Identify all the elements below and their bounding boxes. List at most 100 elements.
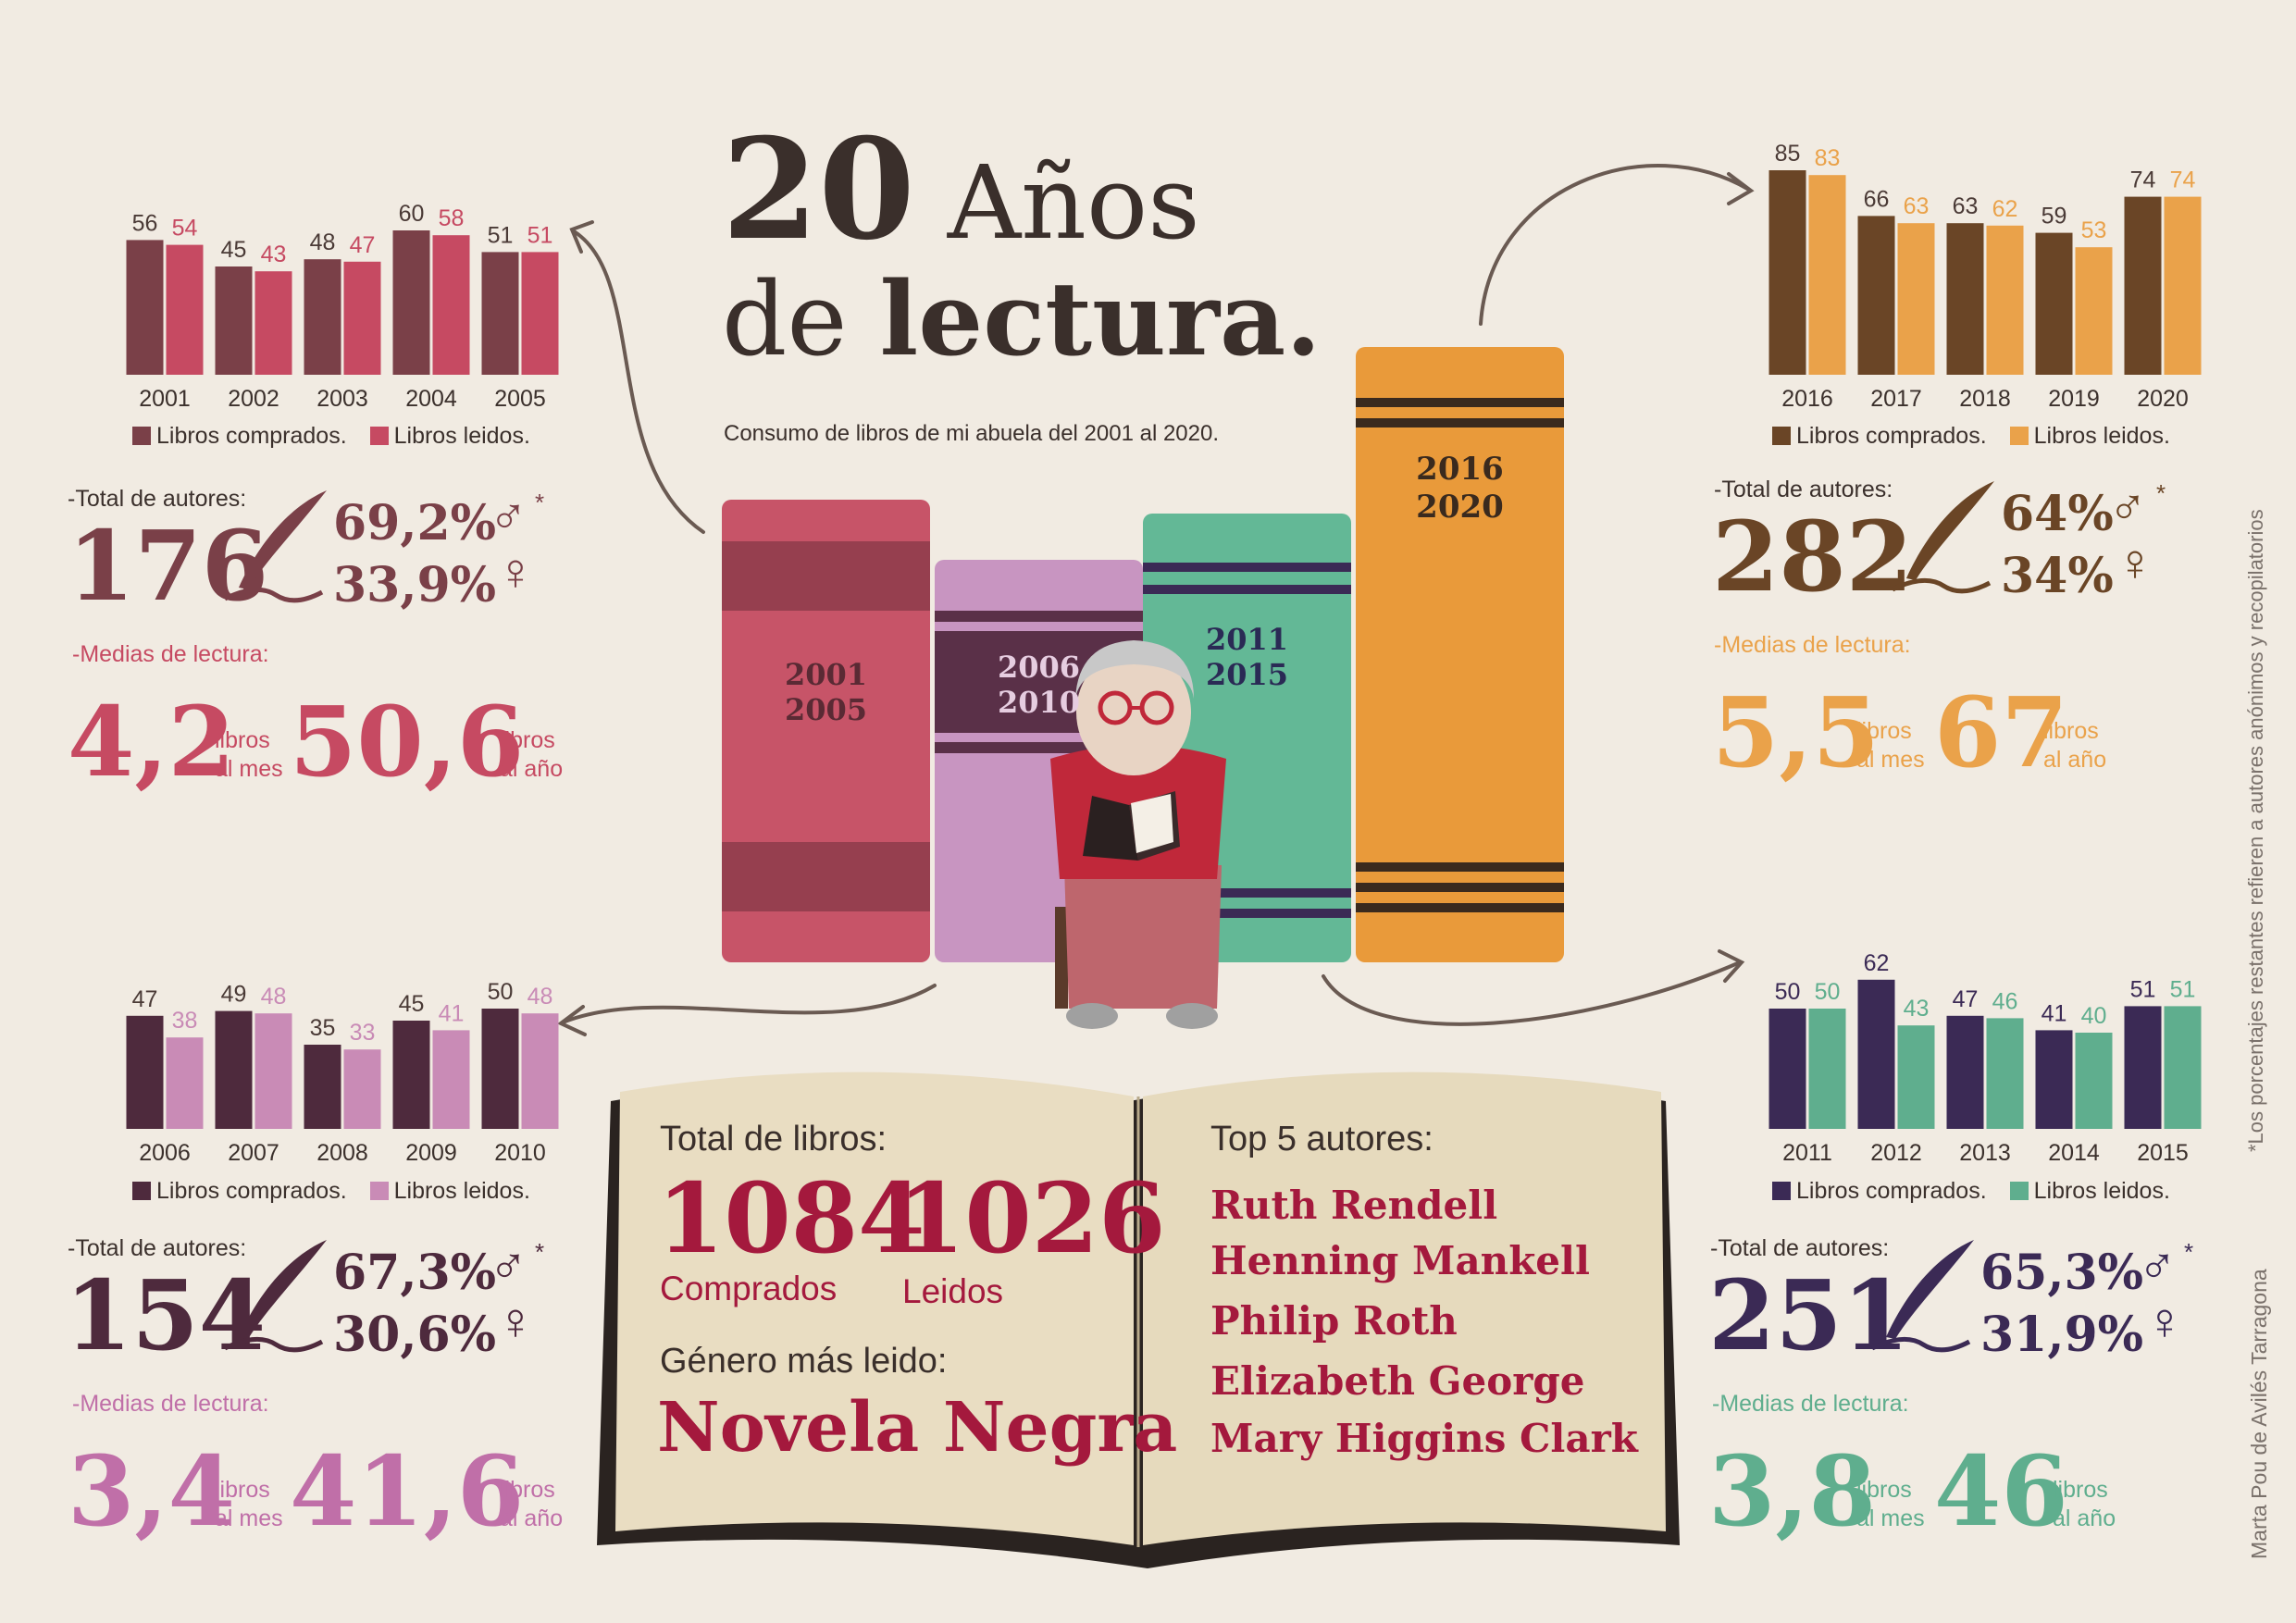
bar-2006-read [166, 1037, 204, 1129]
data-label-2005-bought: 51 [488, 222, 514, 248]
bar-2009-bought [392, 1021, 430, 1129]
bar-2019-read [2075, 247, 2113, 375]
title-word-anos: Años [914, 143, 1200, 262]
legend-2011-2015: Libros comprados. Libros leidos. [1772, 1178, 2187, 1205]
authors-label: -Total de autores: [68, 1235, 247, 1261]
avg-per-year: 50,6 [290, 685, 525, 799]
x-tick-2006: 2006 [139, 1140, 191, 1166]
data-label-2009-bought: 45 [399, 991, 425, 1017]
data-label-2014-read: 40 [2081, 1003, 2107, 1029]
unit-per-year: libros al año [500, 727, 564, 783]
book-spines-illustration [722, 347, 1564, 1029]
bar-2013-bought [1946, 1015, 1984, 1129]
x-tick-2002: 2002 [228, 386, 279, 412]
legend-swatch-read [369, 427, 389, 445]
bar-2010-bought [481, 1009, 519, 1129]
arrow-to-2016-chart [1479, 164, 1751, 326]
avg-label: -Medias de lectura: [72, 641, 269, 667]
legend-swatch-read [2009, 1182, 2029, 1200]
bar-2003-bought [304, 259, 341, 375]
male-symbol-icon: ♂ [2108, 477, 2147, 536]
bar-2015-bought [2124, 1006, 2162, 1129]
bar-chart-2016-2020: 85 83 2016 66 63 2017 63 62 2018 59 53 2019 74 74 2020 [1769, 141, 2202, 412]
genre-label: Género más leido: [660, 1342, 948, 1381]
data-label-2004-read: 58 [439, 205, 465, 231]
data-label-2015-read: 51 [2170, 976, 2196, 1002]
quill-icon [223, 1240, 327, 1353]
bar-2001-read [166, 244, 204, 375]
legend-swatch-bought [132, 1182, 151, 1200]
female-percent: 30,6% [333, 1307, 497, 1363]
arrow-to-2001-chart [572, 229, 705, 534]
bar-2018-bought [1946, 223, 1984, 375]
female-symbol-icon: ♀ [2145, 1292, 2184, 1350]
data-label-2005-read: 51 [527, 222, 553, 248]
authors-label: -Total de autores: [1710, 1235, 1890, 1261]
legend-label-read: Libros leidos. [2033, 1178, 2170, 1204]
bar-2010-read [521, 1013, 559, 1129]
x-tick-2011: 2011 [1782, 1140, 1832, 1166]
x-tick-2010: 2010 [494, 1140, 546, 1166]
authors-label: -Total de autores: [68, 486, 247, 512]
quill-icon [223, 490, 327, 603]
male-percent: 67,3% [333, 1245, 497, 1301]
female-symbol-icon: ♀ [2116, 533, 2154, 591]
data-label-2010-read: 48 [527, 984, 553, 1010]
top-author-2: Henning Mankell [1210, 1238, 1590, 1283]
legend-swatch-bought [1772, 427, 1791, 445]
title-number: 20 [722, 108, 915, 271]
unit-per-month: libros al mes [215, 727, 283, 783]
data-label-2018-bought: 63 [1953, 193, 1979, 219]
legend-label-bought: Libros comprados. [1796, 1178, 1987, 1204]
bar-2007-bought [215, 1010, 253, 1129]
top-genre: Novela Negra [657, 1388, 1178, 1468]
authors-total: 154 [65, 1258, 267, 1372]
bar-chart-2011-2015: 50 50 2011 62 43 2012 47 46 2013 41 40 2014 51 51 2015 [1769, 950, 2202, 1166]
male-symbol-icon: ♂ [489, 1236, 527, 1295]
authors-total: 176 [68, 509, 269, 623]
legend-2001-2005: Libros comprados. Libros leidos. [132, 423, 547, 450]
male-percent: 69,2% [333, 495, 497, 551]
avg-label: -Medias de lectura: [72, 1391, 269, 1417]
x-tick-2014: 2014 [2048, 1140, 2100, 1166]
authors-label: -Total de autores: [1714, 477, 1893, 502]
footnote-star: * [535, 1238, 545, 1266]
data-label-2007-read: 48 [261, 984, 287, 1010]
data-label-2008-bought: 35 [310, 1015, 336, 1041]
data-label-2001-bought: 56 [132, 210, 158, 236]
spine-label-2016-2020: 2016 2020 [1416, 451, 1504, 526]
x-tick-2008: 2008 [316, 1140, 368, 1166]
bar-2009-read [432, 1030, 470, 1129]
x-tick-2016: 2016 [1781, 386, 1833, 412]
data-label-2002-bought: 45 [221, 237, 247, 263]
x-tick-2017: 2017 [1870, 386, 1922, 412]
bar-2001-bought [126, 240, 164, 375]
data-label-2017-bought: 66 [1864, 186, 1890, 212]
male-percent: 65,3% [1980, 1245, 2144, 1301]
total-bought-label: Comprados [660, 1270, 838, 1307]
avg-label: -Medias de lectura: [1714, 632, 1911, 658]
title-word-de: de [722, 260, 880, 378]
bar-2006-bought [126, 1015, 164, 1129]
footnote-text: *Los porcentajes restantes refieren a au… [2244, 509, 2267, 1152]
quill-icon [1891, 481, 1994, 594]
bar-2005-bought [481, 252, 519, 375]
top-authors-label: Top 5 autores: [1210, 1120, 1433, 1158]
unit-per-year: libros al año [500, 1477, 564, 1532]
unit-per-month: libros al mes [1856, 1477, 1925, 1532]
data-label-2006-bought: 47 [132, 986, 158, 1012]
grandma-reading-illustration [1050, 640, 1226, 1029]
bar-2004-bought [392, 230, 430, 375]
data-label-2019-read: 53 [2081, 217, 2107, 243]
data-label-2011-bought: 50 [1775, 979, 1801, 1005]
male-symbol-icon: ♂ [489, 487, 527, 545]
top-author-5: Mary Higgins Clark [1210, 1416, 1638, 1461]
data-label-2003-read: 47 [350, 232, 376, 258]
bar-2017-bought [1857, 216, 1895, 375]
unit-per-year: libros al año [2053, 1477, 2116, 1532]
x-tick-2020: 2020 [2137, 386, 2189, 412]
bar-2002-read [254, 271, 292, 375]
spine-label-2006-2010: 2006 2010 [997, 650, 1081, 721]
bar-2019-bought [2035, 232, 2073, 375]
x-tick-2013: 2013 [1959, 1140, 2011, 1166]
